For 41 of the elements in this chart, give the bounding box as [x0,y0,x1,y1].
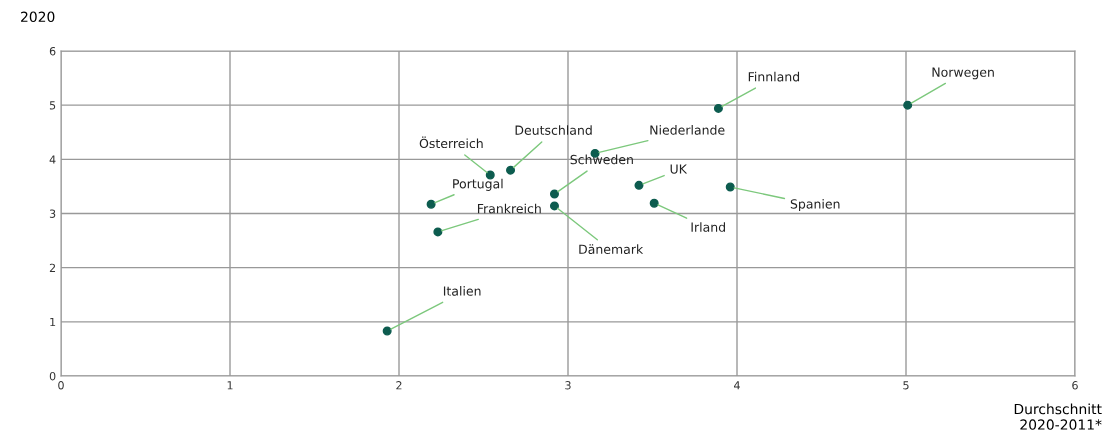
point [903,100,913,110]
annotation: Spanien [790,198,840,212]
point [725,182,735,192]
point [433,227,443,237]
point [382,326,392,336]
x-tick-label: 6 [1072,381,1078,390]
annotation: Deutschland [515,125,592,135]
y-tick-label: 2 [49,263,56,272]
y-tick-label: 1 [50,317,56,327]
annotation: Portugal [453,178,503,191]
annotation: Irland [691,222,725,232]
annotation: Finnland [748,71,800,82]
point [549,189,559,199]
x-tick-label: 2 [396,381,402,390]
annotation: Dänemark [579,244,644,254]
annotation: Schweden [570,154,633,165]
x-tick-label: 1 [227,381,233,390]
y-tick-label: 3 [49,209,56,218]
x-axis-title: Durchschnitt 2020-2011* [1014,403,1102,430]
point [506,165,516,175]
annotation: Niederlande [650,125,725,135]
point [649,198,659,208]
annotation: Norwegen [932,67,994,80]
x-tick-label: 0 [58,381,64,390]
point [485,170,495,180]
point [634,180,644,190]
point [549,201,559,211]
annotation: Frankreich [477,203,541,214]
y-tick-label: 0 [49,371,56,381]
y-tick-label: 4 [49,155,56,164]
chart-title: 2020 [21,11,55,23]
x-tick-label: 5 [903,381,909,390]
y-tick-label: 5 [49,101,56,110]
annotation: Italien [443,286,481,296]
annotation: Österreich [419,136,483,149]
point [426,199,436,209]
annotation: UK [670,164,688,174]
x-tick-label: 4 [734,381,740,390]
x-tick-label: 3 [565,381,571,390]
y-tick-label: 6 [49,46,56,56]
point [713,103,723,113]
